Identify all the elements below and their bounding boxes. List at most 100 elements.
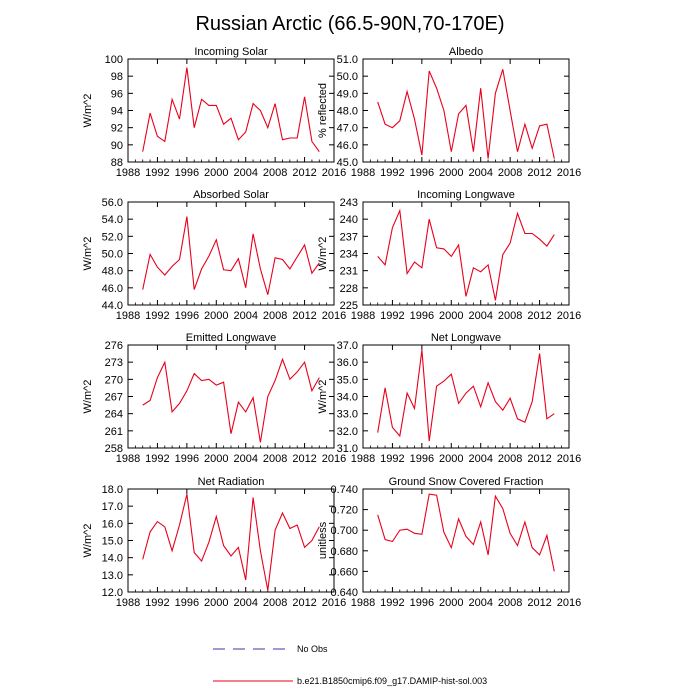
panels: Incoming Solar 1988 1992 1996 2000 2004 2008 20… (82, 46, 581, 609)
chart-panel-4: Incoming Longwave 1988 1992 1996 2000 2004 200… (317, 189, 581, 322)
x-tick-label: 2012 (292, 597, 316, 609)
x-tick-label: 2012 (292, 167, 316, 179)
panel-title: Absorbed Solar (193, 189, 269, 201)
chart-panel-7: Net Radiation 1988 1992 1996 2000 2004 2008 201… (82, 476, 346, 609)
y-tick-label: 12.0 (102, 587, 123, 599)
x-tick-label: 1988 (351, 310, 375, 322)
x-tick-label: 2016 (557, 453, 581, 465)
panel-title: Ground Snow Covered Fraction (389, 476, 544, 488)
y-tick-label: 16.0 (102, 518, 123, 530)
x-tick-label: 2000 (204, 453, 228, 465)
x-tick-label: 1988 (116, 453, 140, 465)
y-tick-label: 240 (340, 214, 358, 226)
y-tick-label: 37.0 (337, 340, 358, 352)
panel-title: Net Longwave (431, 332, 501, 344)
x-tick-label: 2000 (204, 167, 228, 179)
y-tick-label: 270 (105, 374, 123, 386)
x-tick-label: 1992 (380, 597, 404, 609)
y-tick-label: 92 (111, 123, 123, 135)
y-tick-label: 17.0 (102, 501, 123, 513)
y-tick-label: 46.0 (102, 283, 123, 295)
y-tick-label: 13.0 (102, 570, 123, 582)
y-tick-label: 51.0 (337, 54, 358, 66)
y-tick-label: 0.640 (330, 587, 358, 599)
x-tick-label: 2008 (263, 310, 287, 322)
x-tick-label: 2016 (557, 310, 581, 322)
x-tick-label: 1996 (175, 597, 199, 609)
y-tick-label: 0.740 (330, 484, 358, 496)
y-tick-label: 88 (111, 157, 123, 169)
figure-title: Russian Arctic (66.5-90N,70-170E) (195, 13, 504, 35)
y-tick-label: 50.0 (102, 249, 123, 261)
x-tick-label: 2016 (557, 167, 581, 179)
x-tick-label: 1996 (175, 310, 199, 322)
x-tick-label: 2012 (527, 167, 551, 179)
series-line (377, 208, 555, 301)
y-axis-label: W/m^2 (82, 237, 94, 271)
x-tick-label: 2008 (498, 453, 522, 465)
x-tick-label: 1996 (410, 597, 434, 609)
y-tick-label: 231 (340, 266, 358, 278)
y-tick-label: 52.0 (102, 231, 123, 243)
y-tick-label: 34.0 (337, 392, 358, 404)
x-tick-label: 2000 (439, 167, 463, 179)
x-tick-label: 1992 (145, 310, 169, 322)
y-axis-label: W/m^2 (82, 524, 94, 558)
y-tick-label: 0.720 (330, 505, 358, 517)
y-axis-label: % reflected (317, 83, 329, 138)
y-tick-label: 35.0 (337, 374, 358, 386)
y-tick-label: 276 (105, 340, 123, 352)
chart-panel-3: Absorbed Solar 1988 1992 1996 2000 2004 2008 20… (82, 189, 346, 322)
y-tick-label: 46.0 (337, 140, 358, 152)
x-tick-label: 2008 (498, 597, 522, 609)
y-tick-label: 98 (111, 71, 123, 83)
panel-title: Net Radiation (198, 476, 265, 488)
panel-title: Incoming Longwave (417, 189, 515, 201)
x-tick-label: 2004 (233, 597, 257, 609)
series-line (142, 494, 320, 591)
x-tick-label: 2004 (468, 597, 492, 609)
x-tick-label: 2004 (468, 310, 492, 322)
y-tick-label: 234 (340, 249, 358, 261)
plot-frame (362, 58, 570, 163)
plot-frame (362, 488, 570, 593)
x-tick-label: 2012 (527, 310, 551, 322)
chart-panel-1: Incoming Solar 1988 1992 1996 2000 2004 2008 20… (82, 46, 346, 179)
y-tick-label: 48.0 (102, 266, 123, 278)
x-tick-label: 2004 (468, 167, 492, 179)
panel-title: Albedo (449, 46, 483, 58)
x-tick-label: 2000 (439, 453, 463, 465)
y-tick-label: 36.0 (337, 357, 358, 369)
x-tick-label: 2008 (263, 453, 287, 465)
y-axis-label: W/m^2 (82, 380, 94, 414)
y-tick-label: 15.0 (102, 536, 123, 548)
plot-frame (127, 201, 335, 306)
y-tick-label: 96 (111, 88, 123, 100)
chart-panel-5: Emitted Longwave 1988 1992 1996 2000 2004 2008… (82, 332, 346, 465)
y-tick-label: 228 (340, 283, 358, 295)
x-tick-label: 1996 (410, 167, 434, 179)
x-tick-label: 2016 (322, 597, 346, 609)
x-tick-label: 2016 (322, 453, 346, 465)
x-tick-label: 2004 (233, 167, 257, 179)
series-line (142, 216, 320, 295)
y-tick-label: 45.0 (337, 157, 358, 169)
y-axis-label: W/m^2 (82, 94, 94, 128)
y-tick-label: 32.0 (337, 426, 358, 438)
x-tick-label: 1992 (145, 453, 169, 465)
y-tick-label: 33.0 (337, 409, 358, 421)
chart-panel-6: Net Longwave 1988 1992 1996 2000 2004 2008 2012… (317, 332, 581, 465)
x-tick-label: 2012 (527, 453, 551, 465)
x-tick-label: 2004 (468, 453, 492, 465)
x-tick-label: 2008 (498, 167, 522, 179)
plot-frame (362, 201, 570, 306)
x-tick-label: 1992 (380, 453, 404, 465)
y-tick-label: 243 (340, 197, 358, 209)
series-line (142, 67, 320, 153)
x-tick-label: 1988 (116, 167, 140, 179)
y-tick-label: 31.0 (337, 443, 358, 455)
x-tick-label: 2016 (557, 597, 581, 609)
y-tick-label: 94 (111, 106, 123, 118)
y-tick-label: 0.660 (330, 566, 358, 578)
